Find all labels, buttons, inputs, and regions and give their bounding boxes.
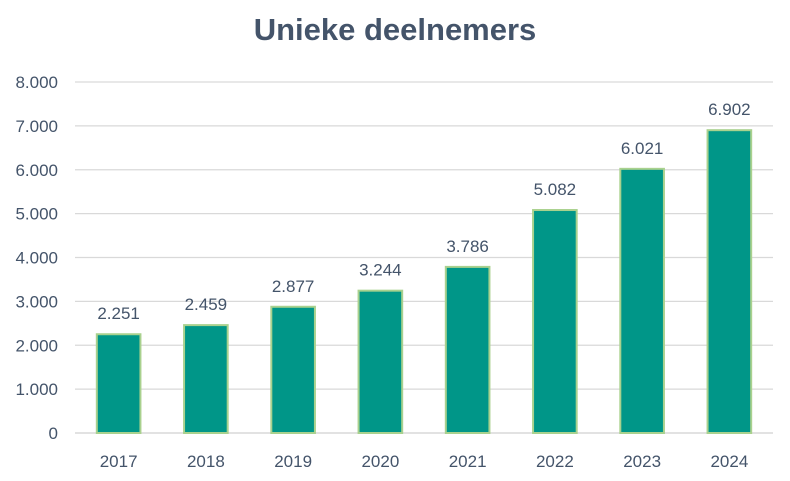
data-label-2024: 6.902: [708, 100, 751, 119]
bar-2023: [619, 167, 665, 435]
x-tick-label: 2019: [274, 452, 312, 471]
x-tick-label: 2024: [710, 452, 748, 471]
y-tick-label: 5.000: [15, 205, 58, 224]
data-label-2020: 3.244: [359, 261, 402, 280]
data-label-2017: 2.251: [97, 304, 140, 323]
data-labels: 2.251 2.459 2.877 3.244 3.786 5.082 6.021 6.902: [97, 100, 750, 323]
bar-2018: [183, 324, 229, 435]
y-tick-label: 4.000: [15, 249, 58, 268]
bar-2020: [357, 289, 404, 434]
x-tick-label: 2018: [187, 452, 225, 471]
y-tick-label: 0: [49, 424, 58, 443]
y-axis-tick-labels: 0 1.000 2.000 3.000 4.000 5.000 6.000 7.000 8.00…: [15, 73, 58, 443]
x-axis-tick-labels: 2017 2018 2019 2020 2021 2022 2023 2024: [100, 452, 749, 471]
x-tick-label: 2021: [449, 452, 487, 471]
x-tick-label: 2017: [100, 452, 138, 471]
data-label-2023: 6.021: [621, 139, 664, 158]
data-label-2018: 2.459: [185, 295, 228, 314]
gridlines: [75, 81, 773, 434]
y-tick-label: 3.000: [15, 292, 58, 311]
y-tick-label: 7.000: [15, 117, 58, 136]
x-tick-label: 2020: [361, 452, 399, 471]
bar-2024: [706, 129, 753, 434]
y-tick-label: 8.000: [15, 73, 58, 92]
chart-title: Unieke deelnemers: [253, 12, 537, 47]
data-label-2019: 2.877: [272, 277, 315, 296]
bar-2021: [444, 265, 491, 434]
bar-2022: [532, 209, 578, 434]
y-tick-label: 6.000: [15, 161, 58, 180]
bar-2017: [95, 333, 142, 434]
data-label-2021: 3.786: [446, 237, 489, 256]
y-tick-label: 2.000: [15, 336, 58, 355]
y-tick-label: 1.000: [15, 380, 58, 399]
x-tick-label: 2023: [623, 452, 661, 471]
x-tick-label: 2022: [536, 452, 574, 471]
data-label-2022: 5.082: [534, 180, 577, 199]
bars: [95, 129, 753, 435]
bar-2019: [270, 305, 316, 435]
